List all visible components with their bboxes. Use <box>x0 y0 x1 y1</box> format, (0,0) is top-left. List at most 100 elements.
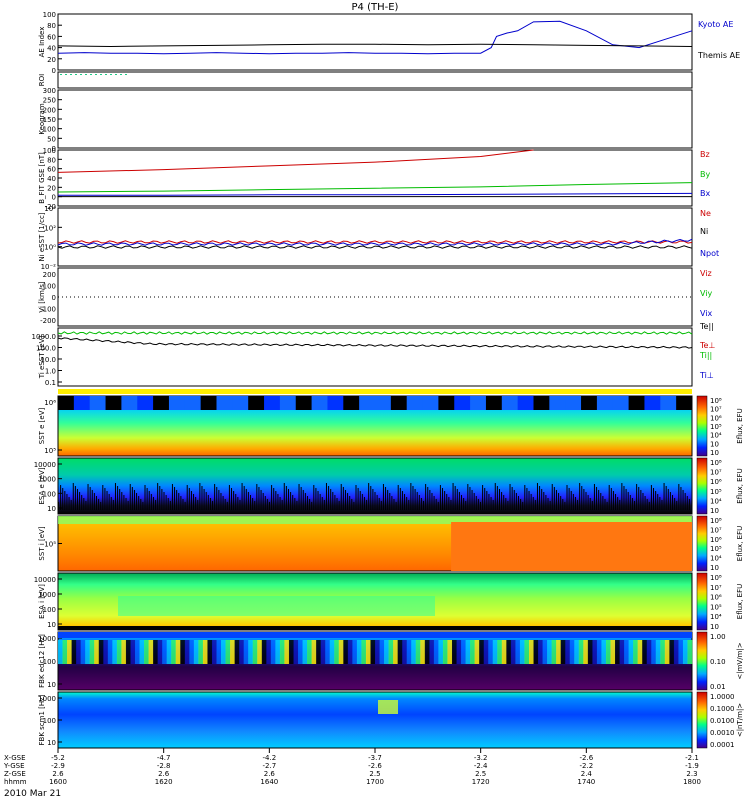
esa_e-noise <box>427 487 428 510</box>
esa_e-noise <box>107 491 108 510</box>
fbk_e-cell <box>389 640 394 664</box>
sst_e-cell <box>327 396 343 410</box>
fbk_e-cell <box>452 640 457 664</box>
esa_e-noise <box>343 487 344 510</box>
fbk_e-cell <box>466 640 471 664</box>
fbk_e-cell <box>624 640 629 664</box>
fbk_e-cell <box>398 640 403 664</box>
fbk_e-cell <box>556 640 561 664</box>
fbk_e-cell <box>321 640 326 664</box>
esa_e-noise <box>512 487 513 510</box>
fbk_e-cell <box>506 640 511 664</box>
keogram-tick: 50 <box>47 135 56 143</box>
esa_e-noise <box>478 499 479 510</box>
fbk_e-cell <box>253 640 258 664</box>
esa_e-noise <box>161 489 162 510</box>
fbk_s-colorbar-tick: 0.1000 <box>710 705 735 713</box>
esa_e-noise <box>577 500 578 510</box>
esa_e-noise <box>282 500 283 510</box>
esa_e-noise <box>613 491 614 510</box>
fbk_e-cell <box>212 640 217 664</box>
esa_i-tick: 10000 <box>34 576 56 584</box>
esa_e-noise <box>218 490 219 510</box>
time-axis-labels: 1640 <box>260 778 278 786</box>
fbk_e-cell <box>678 640 683 664</box>
fbk_e-cell <box>443 640 448 664</box>
fbk_e-cell <box>529 640 534 664</box>
esa_e-noise <box>621 483 622 510</box>
fbk_e-cell <box>226 640 231 664</box>
fbk_e-cell <box>121 640 126 664</box>
sst_e-cell <box>90 396 106 410</box>
esa_e-noise <box>448 497 449 510</box>
keogram-tick: 300 <box>43 87 56 95</box>
esa_e-noise <box>263 493 264 510</box>
vi-tick: -200 <box>40 317 56 325</box>
esa_e-noise <box>237 497 238 510</box>
sst_e-cell <box>597 396 613 410</box>
esa_e-noise <box>269 502 270 510</box>
panels-layer: AE Index020406080100Kyoto AEThemis AEROI… <box>32 11 745 749</box>
keogram-tick: 250 <box>43 97 56 105</box>
esa_e-noise <box>488 494 489 510</box>
esa_e-noise <box>353 502 354 510</box>
esa_e-noise <box>271 485 272 510</box>
sst_e-cell <box>549 396 565 410</box>
esa_e-noise <box>469 487 470 510</box>
esa_e-noise <box>315 488 316 510</box>
fbk_e-cell <box>293 640 298 664</box>
esa_e-noise <box>233 491 234 510</box>
fbk_e-cell <box>488 640 493 664</box>
bfit-series-1 <box>58 183 692 192</box>
esa_e-noise <box>191 491 192 510</box>
fbk_e-cell <box>683 640 688 664</box>
esa_e-noise <box>594 484 595 510</box>
sst_e-cell <box>518 396 534 410</box>
sst_e-cell <box>438 396 454 410</box>
sst_e-colorbar-tick: 10⁲ <box>710 449 719 457</box>
esa_e-noise <box>176 490 177 510</box>
esa_e-noise <box>309 499 310 510</box>
esa_e-noise <box>598 490 599 510</box>
esa_e-noise <box>472 490 473 510</box>
esa_e-noise <box>444 491 445 510</box>
esa_e-noise <box>96 496 97 510</box>
sst_i-colorbar-tick: 10⁶ <box>710 536 722 544</box>
esa_e-noise <box>415 489 416 510</box>
ti-frame <box>58 328 692 386</box>
fbk_e-cell <box>434 640 439 664</box>
time-axis-x_gse: -4.2 <box>262 754 276 762</box>
esa_e-noise <box>503 495 504 510</box>
esa_e-noise <box>423 501 424 510</box>
roi-dot <box>115 74 117 75</box>
fbk_s-colorbar-label: <|nT/m|> <box>736 703 744 737</box>
ni-tick: 10² <box>44 224 56 232</box>
esa_e-noise <box>216 487 217 510</box>
esa_e-noise <box>85 501 86 510</box>
esa_e-noise <box>438 502 439 510</box>
esa_e-noise <box>579 483 580 510</box>
sst_e-cell <box>565 396 581 410</box>
fbk_e-cell <box>515 640 520 664</box>
esa_e-noise <box>586 492 587 510</box>
sst_e-colorbar-tick: 10⁳ <box>710 440 719 448</box>
esa_e-noise <box>672 495 673 510</box>
sst_e-cell <box>248 396 264 410</box>
esa_e-noise <box>368 483 369 510</box>
esa_e-noise <box>132 487 133 510</box>
esa_e-colorbar-label: Eflux, EFU <box>736 468 744 503</box>
fbk_s-colorbar-tick: 0.0100 <box>710 717 735 725</box>
fbk_e-cell <box>380 640 385 664</box>
fbk_e-tick: 100 <box>43 658 56 666</box>
fbk_e-cell <box>198 640 203 664</box>
fbk_s-tick: 10 <box>47 739 56 747</box>
esa_e-noise <box>88 484 89 510</box>
fbk_e-cell <box>583 640 588 664</box>
fbk_e-colorbar-label: <|mV/m|> <box>736 642 744 679</box>
esa_e-noise <box>400 488 401 510</box>
bfit-ylabel: B_FIT GSE [nT] <box>38 152 46 204</box>
esa_e-noise <box>288 489 289 510</box>
fbk_e-cell <box>402 640 407 664</box>
esa_e-noise <box>518 496 519 510</box>
esa_e-noise <box>562 499 563 510</box>
